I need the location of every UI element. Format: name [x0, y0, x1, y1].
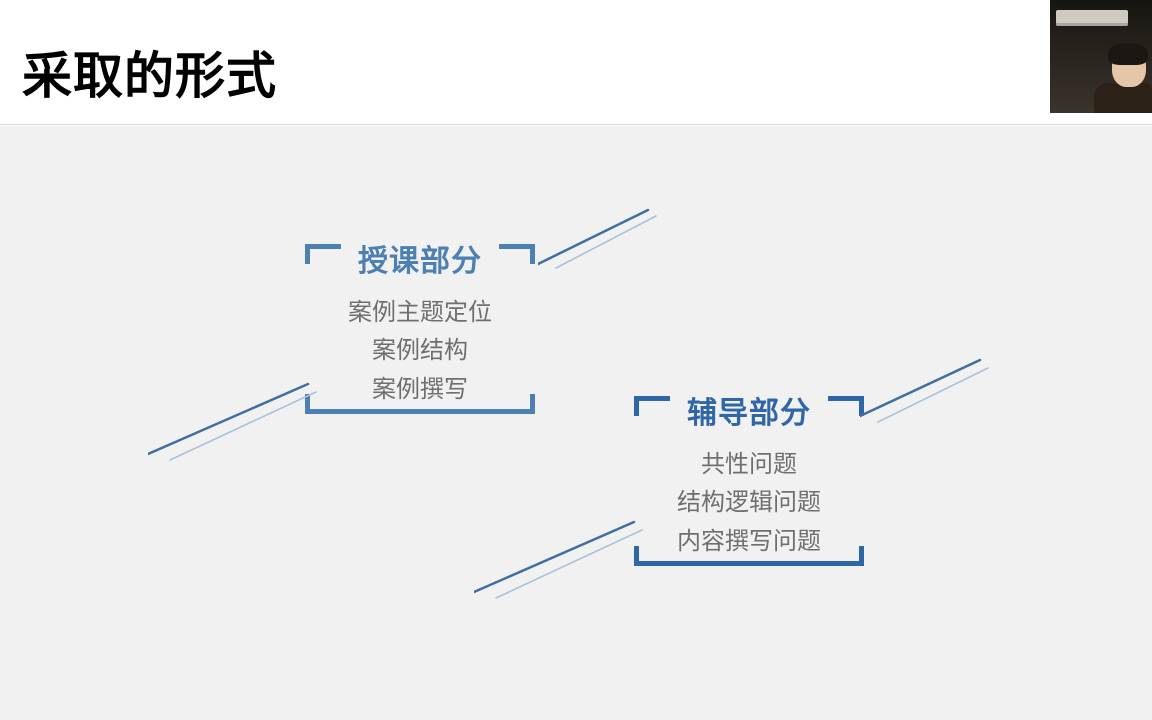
box-title: 授课部分 [358, 236, 482, 280]
tutoring-section-box: 辅导部分 共性问题 结构逻辑问题 内容撰写问题 [634, 388, 864, 566]
slash-icon [474, 514, 644, 600]
slash-icon [148, 376, 318, 462]
list-item: 结构逻辑问题 [634, 484, 864, 522]
slash-icon [860, 354, 990, 424]
bracket-icon [828, 396, 864, 416]
item-list: 共性问题 结构逻辑问题 内容撰写问题 [634, 446, 864, 561]
header: 采取的形式 [0, 0, 1152, 125]
box-title: 辅导部分 [687, 388, 811, 432]
teaching-section-box: 授课部分 案例主题定位 案例结构 案例撰写 [305, 236, 535, 414]
list-item: 案例结构 [305, 332, 535, 370]
bracket-icon [499, 244, 535, 264]
bracket-icon [634, 396, 670, 416]
page-title: 采取的形式 [22, 36, 277, 108]
list-item: 案例主题定位 [305, 294, 535, 332]
slide-page: 采取的形式 授课部分 案例主题定位 案例结构 案例撰写 辅导部分 共性问题 结构… [0, 0, 1152, 720]
list-item: 共性问题 [634, 446, 864, 484]
bracket-icon [305, 394, 535, 414]
bracket-icon [305, 244, 341, 264]
slash-icon [538, 204, 658, 270]
bracket-icon [634, 546, 864, 566]
item-list: 案例主题定位 案例结构 案例撰写 [305, 294, 535, 409]
presenter-webcam [1050, 0, 1152, 113]
